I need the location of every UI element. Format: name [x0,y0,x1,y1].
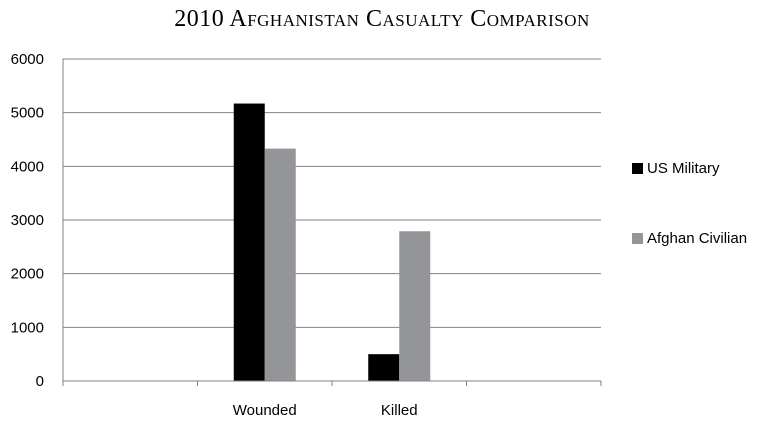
chart-title: 2010 Afghanistan Casualty Comparison [174,6,590,32]
legend-swatch-afghan-civilian [632,233,643,244]
legend-item-afghan-civilian: Afghan Civilian [632,230,747,247]
y-tick-label-2000: 2000 [11,266,44,283]
y-tick-label-6000: 6000 [11,51,44,68]
y-tick-label-3000: 3000 [11,212,44,229]
bar-us-military-killed [368,354,400,381]
legend-item-us-military: US Military [632,160,720,177]
y-tick-label-0: 0 [36,373,44,390]
y-tick-label-5000: 5000 [11,105,44,122]
y-tick-label-4000: 4000 [11,158,44,175]
legend-label-us-military: US Military [647,160,720,177]
bar-afghan-civilian-killed [399,231,431,381]
y-tick-label-1000: 1000 [11,319,44,336]
legend-swatch-us-military [632,163,643,174]
x-tick-label-wounded: Wounded [233,402,297,419]
bar-afghan-civilian-wounded [264,148,296,381]
x-tick-label-killed: Killed [381,402,418,419]
legend-label-afghan-civilian: Afghan Civilian [647,230,748,247]
bar-us-military-wounded [233,103,265,381]
